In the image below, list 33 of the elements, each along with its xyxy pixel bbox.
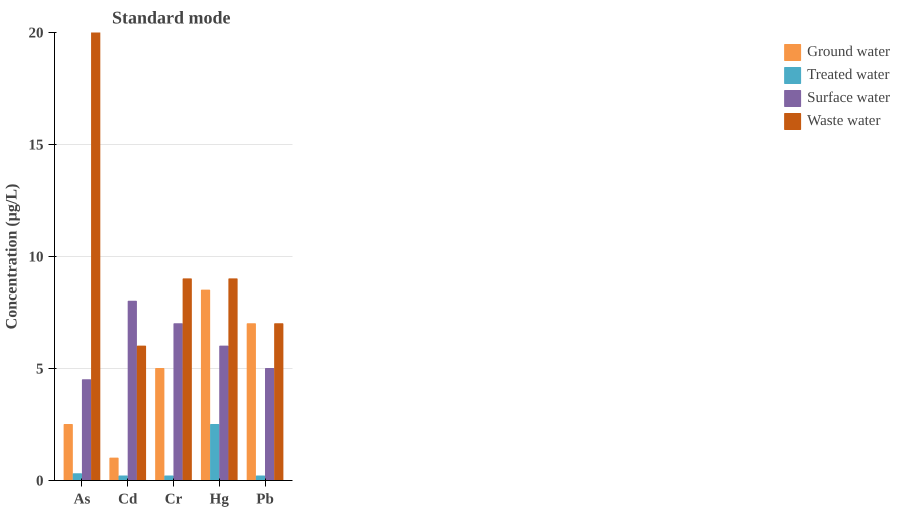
bar [264,368,274,480]
bar [136,346,146,480]
legend-label: Ground water [807,44,890,60]
bar [274,323,284,480]
bar [219,346,228,480]
legend-label: Surface water [807,90,890,106]
bar [128,300,137,480]
bar [91,32,100,480]
y-tick-label: 5 [36,362,44,378]
bar [200,290,210,480]
x-tick-label: Cd [118,492,138,508]
y-tick-label: 0 [36,474,44,490]
bar [228,278,238,480]
chart-title: Standard mode [112,8,231,28]
bar [246,323,256,480]
x-tick-label: Hg [210,492,230,508]
bar [109,458,119,480]
y-tick-label: 15 [28,138,44,154]
bar [155,368,164,480]
bar [64,424,73,480]
bar [173,323,183,480]
y-axis-title: Concentration (µg/L) [4,184,20,330]
legend-label: Waste water [807,112,880,130]
y-tick-label: 10 [28,250,44,266]
bar [182,278,192,480]
x-tick-label: Pb [256,492,274,508]
bar [256,476,266,480]
bar [210,424,220,480]
legend-label: Treated water [807,66,890,84]
y-tick-label: 20 [28,26,44,42]
x-tick-label: Cr [164,492,183,508]
x-tick-label: As [74,492,90,508]
bar [82,379,92,480]
